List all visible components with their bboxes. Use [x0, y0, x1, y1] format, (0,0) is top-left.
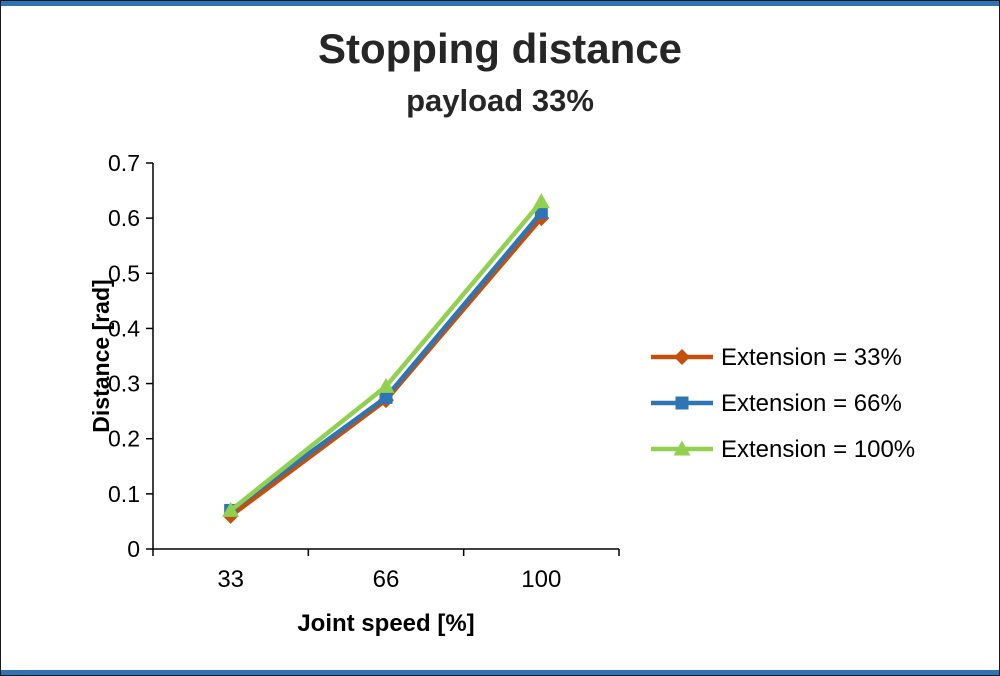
series-line [229, 200, 544, 513]
x-tick-label: 66 [373, 566, 400, 593]
square-marker [379, 390, 393, 404]
chart-title: Stopping distance [317, 25, 682, 72]
square-marker [534, 206, 548, 220]
legend-item: Extension = 100% [651, 436, 915, 463]
line-chart-canvas: 0 0.1 0.2 0.3 0.4 0.5 0.6 0.7 33 66 100 Distance [r… [88, 150, 915, 637]
legend-item: Extension = 66% [651, 390, 902, 417]
legend-label: Extension = 66% [721, 390, 902, 417]
top-border-line [1, 1, 999, 6]
legend-label: Extension = 33% [721, 344, 902, 371]
x-axis-title: Joint speed [%] [297, 610, 474, 637]
diamond-marker [674, 349, 690, 365]
x-tick-label: 33 [217, 566, 244, 593]
triangle-marker [377, 377, 395, 393]
triangle-marker [532, 193, 550, 209]
legend-label: Extension = 100% [721, 436, 915, 463]
chart-subtitle: payload 33% [406, 83, 594, 118]
triangle-marker [222, 501, 240, 517]
y-tick-label: 0.7 [108, 150, 140, 176]
y-tick-label: 0.4 [108, 315, 140, 341]
triangle-marker [673, 440, 691, 456]
square-marker [675, 396, 689, 410]
y-tick-label: 0.3 [108, 371, 140, 397]
y-axis-title: Distance [rad] [88, 279, 114, 432]
y-tick-label: 0.6 [108, 205, 140, 231]
y-tick-label: 0.2 [108, 426, 140, 452]
bottom-border-line [1, 670, 999, 675]
y-tick-label: 0.5 [108, 260, 140, 286]
y-tick-label: 0 [127, 536, 140, 562]
series-3 [222, 193, 550, 517]
y-tick-label: 0.1 [108, 481, 140, 507]
legend-item: Extension = 33% [651, 344, 902, 371]
x-tick-label: 100 [521, 566, 561, 593]
